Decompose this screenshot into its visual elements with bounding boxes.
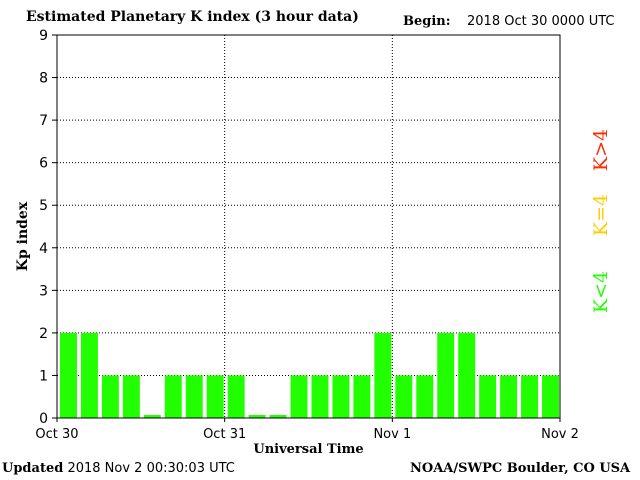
kp-bar: [143, 415, 161, 418]
kp-bar: [164, 375, 182, 418]
updated-label: Updated: [2, 461, 64, 476]
x-tick-label: Nov 1: [373, 427, 411, 442]
kp-bar: [374, 332, 392, 418]
kp-bar: [227, 375, 245, 418]
kp-bar: [437, 332, 455, 418]
legend-item: K>4: [590, 129, 612, 171]
kp-bar: [353, 375, 371, 418]
kp-bar: [395, 375, 413, 418]
x-axis-label: Universal Time: [253, 442, 363, 457]
kp-bar: [206, 375, 224, 418]
kp-bar: [458, 332, 476, 418]
kp-bar: [269, 415, 287, 418]
y-tick-label: 3: [39, 283, 48, 299]
kp-bar: [101, 375, 119, 418]
plot-frame: [56, 34, 561, 419]
kp-bar: [500, 375, 518, 418]
credit-text: NOAA/SWPC Boulder, CO USA: [410, 461, 631, 476]
x-tick-label: Oct 30: [35, 427, 78, 442]
chart-title: Estimated Planetary K index (3 hour data…: [26, 9, 359, 25]
x-tick-label: Oct 31: [203, 427, 246, 442]
plot-area: [57, 35, 560, 418]
y-tick-label: 8: [39, 71, 48, 87]
kp-bar: [521, 375, 539, 418]
y-tick-label: 9: [39, 28, 48, 44]
y-tick-label: 2: [39, 326, 48, 342]
y-tick-label: 5: [39, 198, 48, 214]
updated-timestamp: Updated 2018 Nov 2 00:30:03 UTC: [2, 461, 235, 476]
y-tick-label: 7: [39, 113, 48, 129]
begin-label: Begin:: [403, 14, 451, 29]
y-tick-label: 6: [39, 156, 48, 172]
legend-item: K<4: [590, 271, 612, 313]
kp-bar: [290, 375, 308, 418]
kp-bar: [479, 375, 497, 418]
updated-value: 2018 Nov 2 00:30:03 UTC: [67, 461, 235, 476]
kp-bar: [311, 375, 329, 418]
kp-bar: [60, 332, 77, 418]
begin-value: 2018 Oct 30 0000 UTC: [467, 14, 615, 29]
kp-bar: [542, 375, 559, 418]
kp-bar: [332, 375, 350, 418]
y-tick-label: 0: [39, 411, 48, 427]
kp-bar: [122, 375, 140, 418]
legend-item: K=4: [590, 194, 612, 236]
x-tick-label: Nov 2: [541, 427, 579, 442]
y-tick-label: 1: [39, 368, 48, 384]
kp-bar: [248, 415, 266, 418]
kp-bar: [185, 375, 203, 418]
y-tick-label: 4: [39, 241, 48, 257]
kp-bar: [80, 332, 98, 418]
y-axis-label: Kp index: [15, 201, 31, 271]
kp-bar: [416, 375, 434, 418]
